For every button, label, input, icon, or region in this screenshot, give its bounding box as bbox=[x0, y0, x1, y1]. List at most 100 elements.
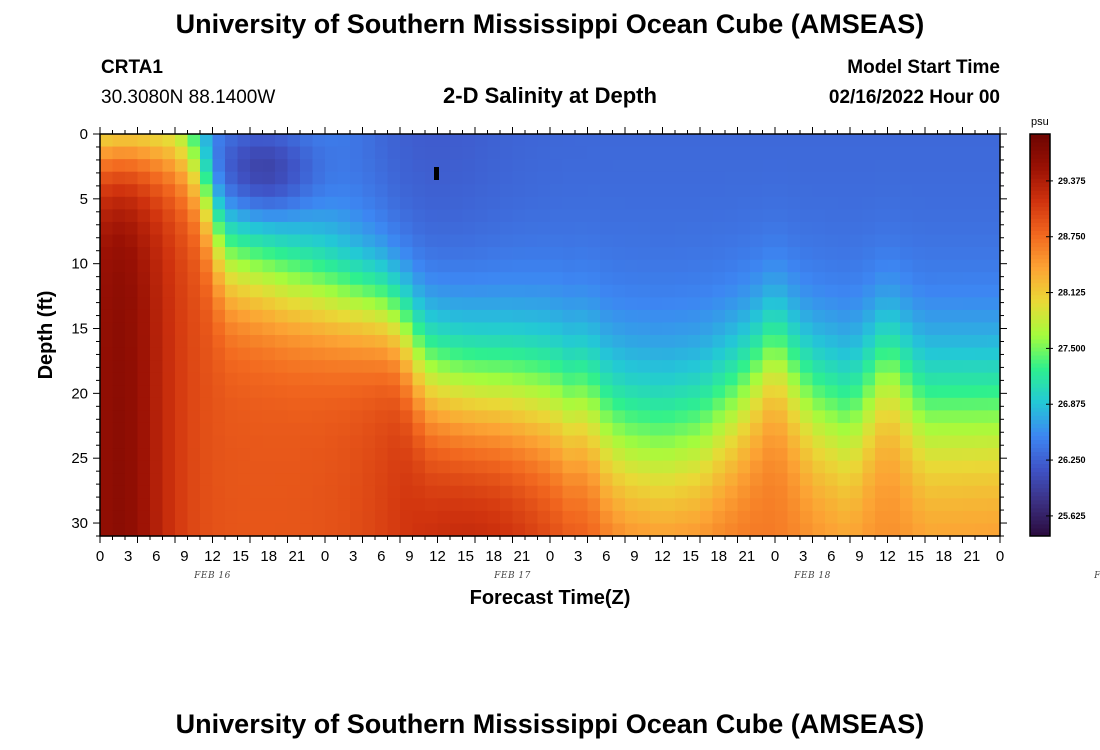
heat-cell bbox=[787, 460, 801, 474]
heat-cell bbox=[800, 234, 814, 248]
heat-cell bbox=[300, 171, 314, 185]
heat-cell bbox=[150, 309, 164, 324]
heat-cell bbox=[287, 247, 301, 261]
heat-cell bbox=[237, 385, 251, 399]
heat-cell bbox=[575, 297, 589, 311]
heat-cell bbox=[937, 422, 951, 437]
heat-cell bbox=[862, 234, 876, 248]
heat-cell bbox=[200, 221, 214, 236]
heat-cell bbox=[262, 347, 276, 361]
heat-cell bbox=[525, 309, 539, 324]
heat-cell bbox=[812, 410, 826, 424]
heat-cell bbox=[275, 460, 289, 474]
heat-cell bbox=[100, 146, 114, 160]
heat-cell bbox=[725, 247, 739, 261]
heat-cell bbox=[962, 448, 976, 462]
heat-cell bbox=[350, 422, 364, 437]
heat-cell bbox=[937, 397, 951, 411]
model-start-value: 02/16/2022 Hour 00 bbox=[828, 87, 1000, 108]
heat-cell bbox=[675, 435, 689, 449]
heat-cell bbox=[812, 510, 826, 525]
heat-cell bbox=[812, 435, 826, 449]
heat-cell bbox=[625, 284, 639, 298]
heat-cell bbox=[725, 410, 739, 424]
heat-cell bbox=[300, 322, 314, 336]
heat-cell bbox=[112, 196, 126, 210]
heat-cell bbox=[950, 297, 964, 311]
heat-cell bbox=[825, 397, 839, 411]
heat-cell bbox=[287, 134, 301, 148]
heat-cell bbox=[500, 385, 514, 399]
heat-cell bbox=[762, 272, 776, 286]
heat-cell bbox=[650, 435, 664, 449]
heat-cell bbox=[950, 347, 964, 361]
heat-cell bbox=[525, 485, 539, 499]
heat-cell bbox=[275, 309, 289, 324]
heat-cell bbox=[575, 234, 589, 248]
heat-cell bbox=[850, 485, 864, 499]
heat-cell bbox=[450, 247, 464, 261]
heat-cell bbox=[362, 196, 376, 210]
colorbar-segment bbox=[1030, 222, 1050, 227]
colorbar-segment bbox=[1030, 286, 1050, 292]
heat-cell bbox=[925, 272, 939, 286]
heat-cell bbox=[650, 498, 664, 512]
heat-cell bbox=[125, 134, 139, 148]
heat-cell bbox=[112, 159, 126, 173]
heat-cell bbox=[562, 159, 576, 173]
heat-cell bbox=[750, 397, 764, 411]
heat-cell bbox=[212, 196, 226, 210]
heat-cell bbox=[800, 171, 814, 185]
heat-cell bbox=[975, 184, 989, 198]
heat-cell bbox=[837, 448, 851, 462]
heat-cell bbox=[937, 385, 951, 399]
heat-cell bbox=[125, 523, 139, 537]
heat-cell bbox=[800, 259, 814, 273]
heat-cell bbox=[362, 259, 376, 273]
heat-cell bbox=[412, 272, 426, 286]
heat-cell bbox=[662, 184, 676, 198]
heat-cell bbox=[737, 272, 751, 286]
heat-cell bbox=[687, 209, 701, 223]
heat-cell bbox=[725, 184, 739, 198]
heat-cell bbox=[375, 209, 389, 223]
heat-cell bbox=[212, 347, 226, 361]
heat-cell bbox=[937, 498, 951, 512]
heat-cell bbox=[762, 259, 776, 273]
heat-cell bbox=[412, 159, 426, 173]
heat-cell bbox=[162, 385, 176, 399]
heat-cell bbox=[525, 159, 539, 173]
heat-cell bbox=[850, 523, 864, 537]
heat-cell bbox=[887, 335, 901, 349]
heat-cell bbox=[950, 422, 964, 437]
heat-cell bbox=[825, 347, 839, 361]
heat-cell bbox=[225, 134, 239, 148]
heat-cell bbox=[737, 209, 751, 223]
heat-cell bbox=[200, 510, 214, 525]
heat-cell bbox=[625, 498, 639, 512]
heat-cell bbox=[412, 146, 426, 160]
heat-cell bbox=[975, 347, 989, 361]
heat-cell bbox=[287, 221, 301, 236]
heat-cell bbox=[812, 473, 826, 487]
heat-cell bbox=[337, 385, 351, 399]
heat-cell bbox=[512, 159, 526, 173]
heat-cell bbox=[462, 347, 476, 361]
heat-cell bbox=[200, 297, 214, 311]
heat-cell bbox=[737, 422, 751, 437]
heat-cell bbox=[962, 247, 976, 261]
heat-cell bbox=[225, 435, 239, 449]
heat-cell bbox=[350, 347, 364, 361]
heat-cell bbox=[175, 184, 189, 198]
heat-cell bbox=[837, 247, 851, 261]
heat-cell bbox=[687, 247, 701, 261]
heat-cell bbox=[975, 473, 989, 487]
heat-cell bbox=[337, 284, 351, 298]
colorbar-segment bbox=[1030, 483, 1050, 489]
heat-cell bbox=[912, 184, 926, 198]
colorbar-segment bbox=[1030, 531, 1050, 537]
heat-cell bbox=[550, 159, 564, 173]
heat-cell bbox=[312, 422, 326, 437]
heat-cell bbox=[400, 184, 414, 198]
heat-cell bbox=[875, 523, 889, 537]
